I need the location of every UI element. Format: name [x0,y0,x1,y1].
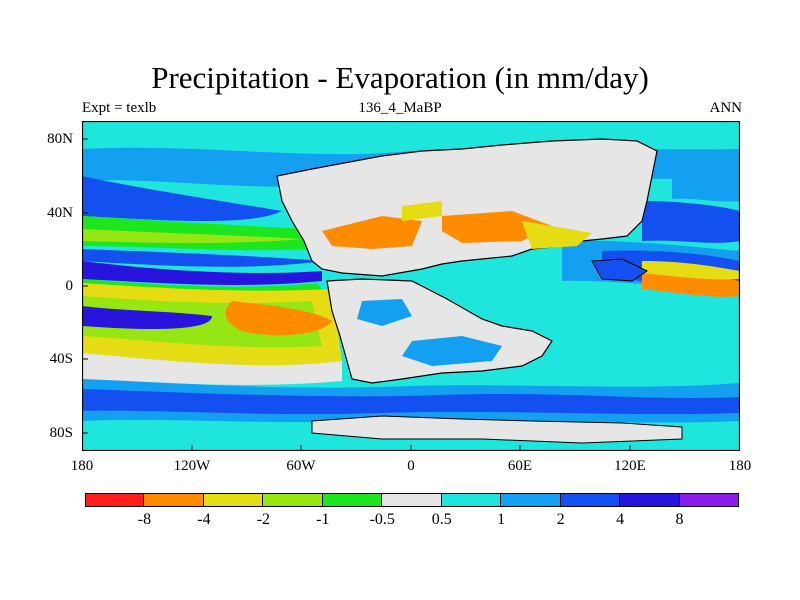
colorbar-label: 8 [675,511,684,528]
lat-label-80n: 80N [47,131,73,147]
blob-northeast-shelf [672,160,740,202]
colorbar-segment [382,493,442,507]
colorbar-segment [322,493,383,507]
colorbar [85,493,739,507]
period-label: 136_4_MaBP [358,100,442,116]
colorbar-segment [441,493,502,507]
lon-label-0: 0 [407,458,415,474]
experiment-label: Expt = texlb [82,100,157,116]
blob-northeast [642,201,740,243]
colorbar-label: 0.5 [431,511,452,528]
colorbar-label: -0.5 [369,511,395,528]
colorbar-segment [501,493,561,507]
land-dry-east [442,211,552,243]
land-yellow-center [402,201,442,221]
band-north-lightgreen [82,229,302,243]
lon-label-180w: 180 [70,458,94,474]
colorbar-label: -2 [256,511,271,528]
colorbar-segment [263,493,323,507]
lat-label-40s: 40S [49,351,73,367]
lat-label-40n: 40N [47,205,73,221]
lon-label-120w: 120W [173,458,211,474]
lat-label-eq: 0 [65,278,74,294]
lat-label-80s: 80S [49,425,73,441]
colorbar-segment [560,493,621,507]
colorbar-label: 4 [616,511,625,528]
colorbar-segment [144,493,204,507]
colorbar-label: -1 [316,511,330,528]
lon-label-60w: 60W [286,458,316,474]
band-southern-ocean-deep [82,389,740,415]
band-north-blue [82,176,282,221]
colorbar-label: -8 [137,511,152,528]
antarctic-land [311,415,683,444]
band-itcz-core [82,261,322,285]
pe-map [82,121,740,451]
blob-south-pacific [82,306,212,329]
lon-label-180e: 180 [728,458,752,474]
map-ticks [82,138,631,451]
land-wet-central [357,299,412,326]
band-itcz-north [82,249,322,267]
plot-title: Precipitation - Evaporation (in mm/day) [151,60,649,95]
colorbar-segment [620,493,680,507]
season-label: ANN [709,100,743,116]
colorbar-segment [679,493,739,507]
lon-label-120e: 120E [614,458,646,474]
colorbar-label: 2 [556,511,565,528]
land-dry-west [322,216,422,249]
land-yellow-east [522,221,592,249]
band-south-neutral [82,353,342,385]
colorbar-label: 1 [497,511,506,528]
east-island-arc [591,258,649,282]
colorbar-segment [203,493,264,507]
colorbar-segment [85,493,145,507]
colorbar-label: -4 [197,511,211,528]
blob-south-pacific-dry [225,301,332,336]
land-wet-south [402,336,502,366]
blob-east-yellow [642,261,740,280]
lon-label-60e: 60E [507,458,533,474]
